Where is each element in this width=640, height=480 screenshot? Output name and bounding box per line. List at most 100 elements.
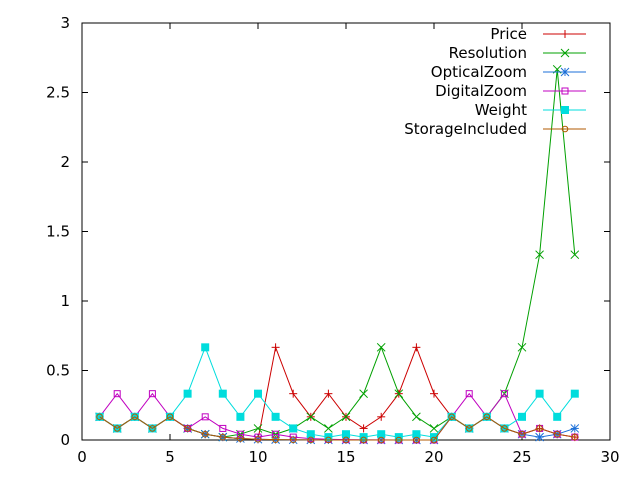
data-point bbox=[236, 430, 244, 438]
data-point bbox=[166, 413, 174, 421]
legend-label: OpticalZoom bbox=[431, 63, 527, 81]
marker-stroke bbox=[377, 436, 385, 444]
data-point bbox=[395, 436, 403, 444]
data-point bbox=[113, 425, 121, 432]
legend-label: Resolution bbox=[449, 44, 527, 62]
y-tick-label: 3 bbox=[60, 14, 70, 32]
marker-stroke bbox=[517, 342, 527, 352]
marker-stroke bbox=[376, 342, 386, 352]
marker-stroke bbox=[561, 87, 569, 95]
marker-stroke bbox=[289, 424, 298, 433]
data-point bbox=[271, 343, 280, 352]
legend: PriceResolutionOpticalZoomDigitalZoomWei… bbox=[404, 25, 586, 138]
data-point bbox=[430, 436, 438, 444]
data-point bbox=[306, 412, 316, 422]
marker-stroke bbox=[395, 436, 403, 444]
y-tick-label: 1 bbox=[60, 292, 70, 310]
legend-label: Weight bbox=[475, 101, 527, 119]
marker-stroke bbox=[166, 413, 174, 421]
data-point bbox=[535, 432, 544, 442]
marker-stroke bbox=[306, 412, 316, 422]
marker-stroke bbox=[429, 424, 439, 433]
marker-stroke bbox=[394, 389, 404, 399]
legend-marker bbox=[561, 106, 569, 114]
marker-stroke bbox=[535, 250, 544, 260]
data-point bbox=[254, 435, 262, 443]
marker-stroke bbox=[500, 390, 508, 398]
marker-stroke bbox=[236, 412, 245, 421]
data-point bbox=[237, 435, 244, 442]
x-tick-label: 30 bbox=[600, 448, 619, 466]
marker-stroke bbox=[148, 390, 156, 398]
marker-stroke bbox=[465, 425, 473, 432]
marker-stroke bbox=[413, 436, 420, 444]
marker-stroke bbox=[307, 436, 315, 444]
marker-stroke bbox=[448, 413, 455, 421]
data-point bbox=[219, 424, 227, 432]
marker-stroke bbox=[535, 432, 544, 442]
data-point bbox=[518, 412, 526, 421]
data-point bbox=[272, 436, 279, 443]
series-storageincluded bbox=[96, 413, 579, 444]
data-point bbox=[377, 436, 385, 444]
legend-label: Price bbox=[490, 25, 527, 43]
data-point bbox=[429, 424, 439, 433]
marker-stroke bbox=[253, 424, 263, 433]
marker-stroke bbox=[272, 436, 279, 443]
data-point bbox=[219, 433, 227, 441]
data-point bbox=[518, 430, 526, 438]
y-tick-label: 0.5 bbox=[46, 362, 70, 380]
marker-stroke bbox=[430, 436, 438, 444]
data-point bbox=[254, 433, 262, 441]
data-point bbox=[394, 389, 404, 399]
y-tick-label: 0 bbox=[60, 431, 70, 449]
data-point bbox=[218, 389, 227, 398]
data-point bbox=[500, 390, 508, 398]
marker-stroke bbox=[237, 435, 244, 442]
data-point bbox=[325, 436, 332, 444]
data-point bbox=[517, 342, 527, 352]
data-point bbox=[571, 433, 579, 441]
y-tick-label: 2 bbox=[60, 153, 70, 171]
marker-stroke bbox=[377, 430, 386, 439]
data-point bbox=[306, 430, 315, 439]
marker-stroke bbox=[553, 430, 561, 438]
marker-stroke bbox=[236, 430, 244, 438]
data-point bbox=[412, 412, 421, 422]
marker-stroke bbox=[306, 430, 315, 439]
marker-stroke bbox=[570, 389, 579, 398]
marker-stroke bbox=[254, 433, 262, 441]
y-tick-label: 2.5 bbox=[46, 84, 70, 102]
data-point bbox=[465, 425, 473, 432]
marker-stroke bbox=[518, 412, 526, 421]
marker-stroke bbox=[483, 413, 491, 421]
data-point bbox=[342, 430, 350, 439]
marker-stroke bbox=[560, 48, 570, 58]
marker-stroke bbox=[518, 430, 526, 438]
data-point bbox=[341, 412, 351, 422]
y-tick-label: 1.5 bbox=[46, 223, 70, 241]
data-point bbox=[254, 389, 262, 398]
data-point bbox=[201, 413, 209, 421]
data-point bbox=[570, 250, 580, 260]
data-point bbox=[570, 424, 580, 433]
x-tick-label: 0 bbox=[77, 448, 87, 466]
marker-stroke bbox=[360, 436, 367, 444]
data-point bbox=[342, 436, 350, 444]
marker-stroke bbox=[341, 412, 351, 422]
marker-stroke bbox=[113, 425, 121, 432]
plot-frame bbox=[81, 22, 611, 441]
data-point bbox=[430, 389, 438, 398]
legend-marker bbox=[560, 48, 570, 58]
data-point bbox=[324, 424, 333, 433]
legend-marker bbox=[561, 125, 569, 133]
marker-stroke bbox=[219, 424, 227, 432]
marker-stroke bbox=[289, 436, 297, 444]
data-point bbox=[289, 424, 298, 433]
x-tick-label: 20 bbox=[424, 448, 443, 466]
marker-stroke bbox=[113, 390, 121, 398]
data-point bbox=[324, 389, 333, 398]
data-point bbox=[570, 389, 579, 398]
marker-stroke bbox=[412, 430, 421, 439]
